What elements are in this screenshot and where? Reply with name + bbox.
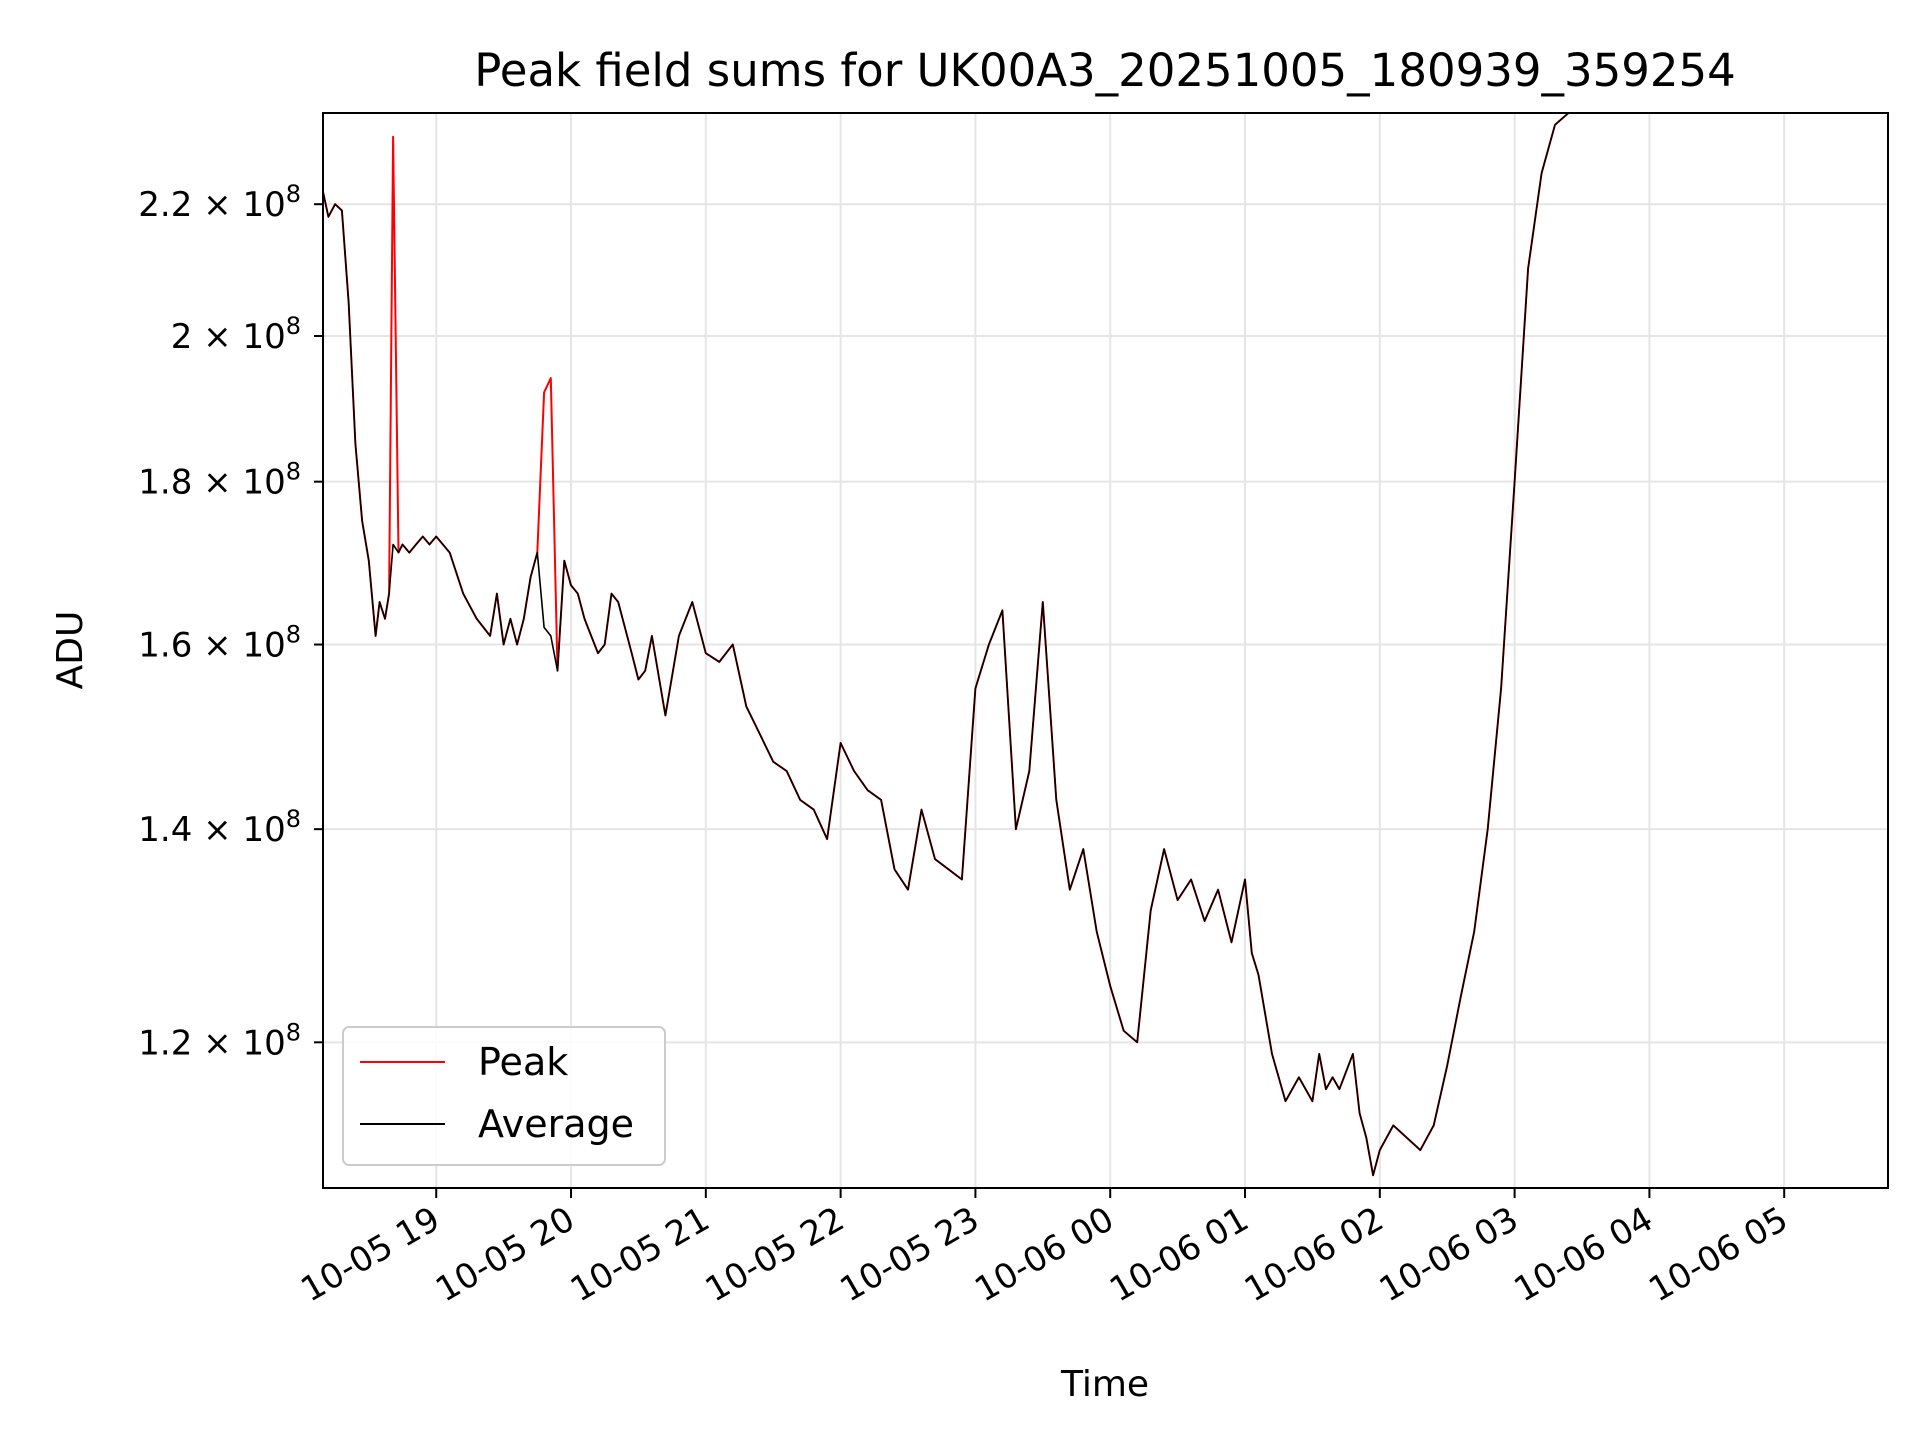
- legend: Peak Average: [342, 1026, 666, 1166]
- y-tick-label: 1.2 × 108: [138, 1018, 301, 1063]
- plot-frame: [322, 112, 1889, 1189]
- y-tick-label: 2.2 × 108: [138, 180, 301, 225]
- y-tick-label: 1.8 × 108: [138, 458, 301, 503]
- legend-label-average: Average: [478, 1102, 634, 1146]
- y-tick-label: 1.4 × 108: [138, 805, 301, 850]
- y-axis: 1.2 × 108 1.4 × 108 1.6 × 108 1.8 × 108 2 × …: [138, 180, 323, 1063]
- chart-title: Peak field sums for UK00A3_20251005_1809…: [474, 44, 1736, 97]
- legend-label-peak: Peak: [478, 1040, 568, 1084]
- y-tick-label: 1.6 × 108: [138, 621, 301, 666]
- y-tick-label: 2 × 108: [171, 312, 301, 357]
- x-axis-label: Time: [1060, 1364, 1149, 1405]
- grid: [323, 113, 1888, 1188]
- y-axis-label: ADU: [50, 611, 91, 690]
